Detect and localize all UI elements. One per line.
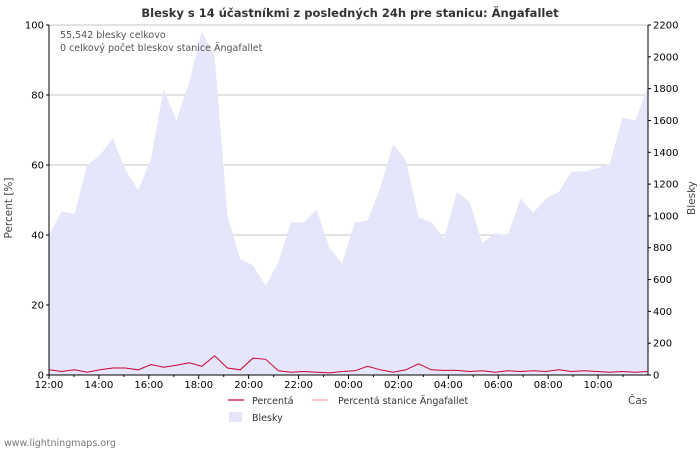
- left-tick-label-60: 60: [31, 161, 44, 172]
- x-axis-ticks: 12:00 14:00 16:00 18:00 20:00 22:00 00:00 02:00…: [35, 375, 624, 391]
- blesky-area-series: [49, 31, 648, 376]
- left-tick-label-100: 100: [25, 21, 44, 32]
- legend: Percentá Percentá stanice Ängafallet Ble…: [228, 396, 468, 424]
- right-tick-label-2000: 2000: [653, 52, 678, 63]
- left-tick-label-20: 20: [31, 301, 44, 312]
- left-axis-label: Percent [%]: [3, 177, 15, 238]
- right-tick-label-1000: 1000: [653, 211, 678, 222]
- footer-watermark: www.lightningmaps.org: [4, 438, 116, 449]
- x-tick-label-6: 00:00: [334, 380, 363, 391]
- chart-title: Blesky s 14 účastníkmi z posledných 24h …: [141, 5, 559, 20]
- info-total-strikes: 55,542 blesky celkovo: [60, 30, 166, 41]
- left-tick-label-40: 40: [31, 231, 44, 242]
- right-tick-label-200: 200: [653, 339, 672, 350]
- x-tick-label-10: 08:00: [534, 380, 563, 391]
- x-tick-label-2: 16:00: [134, 380, 163, 391]
- x-tick-label-4: 20:00: [234, 380, 263, 391]
- right-tick-label-2200: 2200: [653, 21, 678, 32]
- legend-label-percenta: Percentá: [252, 396, 294, 407]
- right-tick-label-1200: 1200: [653, 180, 678, 191]
- legend-swatch-blesky: [229, 412, 242, 422]
- right-axis-ticks: 0 200 400 600 800 1000 1200 1400 1600 1800 2000 220…: [648, 21, 678, 382]
- left-tick-label-80: 80: [31, 91, 44, 102]
- x-tick-label-1: 14:00: [85, 380, 114, 391]
- left-axis-ticks: 0 20 40 60 80 100: [25, 21, 49, 382]
- info-station-strikes: 0 celkový počet bleskov stanice Ängafall…: [60, 43, 263, 54]
- right-tick-label-800: 800: [653, 243, 672, 254]
- right-tick-label-600: 600: [653, 275, 672, 286]
- area-blesky: [49, 31, 648, 376]
- right-tick-label-1600: 1600: [653, 116, 678, 127]
- x-tick-label-3: 18:00: [184, 380, 213, 391]
- x-tick-label-5: 22:00: [284, 380, 313, 391]
- left-tick-label-0: 0: [38, 371, 44, 382]
- x-tick-label-7: 02:00: [384, 380, 413, 391]
- right-tick-label-1800: 1800: [653, 84, 678, 95]
- x-tick-label-8: 04:00: [434, 380, 463, 391]
- right-tick-label-1400: 1400: [653, 148, 678, 159]
- x-tick-label-0: 12:00: [35, 380, 64, 391]
- right-axis-label: Blesky: [686, 181, 698, 215]
- x-axis-label: Čas: [628, 394, 647, 407]
- x-tick-label-9: 06:00: [484, 380, 513, 391]
- legend-label-blesky: Blesky: [252, 413, 283, 424]
- legend-label-percenta-stanice: Percentá stanice Ängafallet: [338, 396, 468, 407]
- right-tick-label-0: 0: [653, 371, 659, 382]
- x-tick-label-11: 10:00: [584, 380, 613, 391]
- right-tick-label-400: 400: [653, 307, 672, 318]
- line-percenta: [48, 355, 649, 374]
